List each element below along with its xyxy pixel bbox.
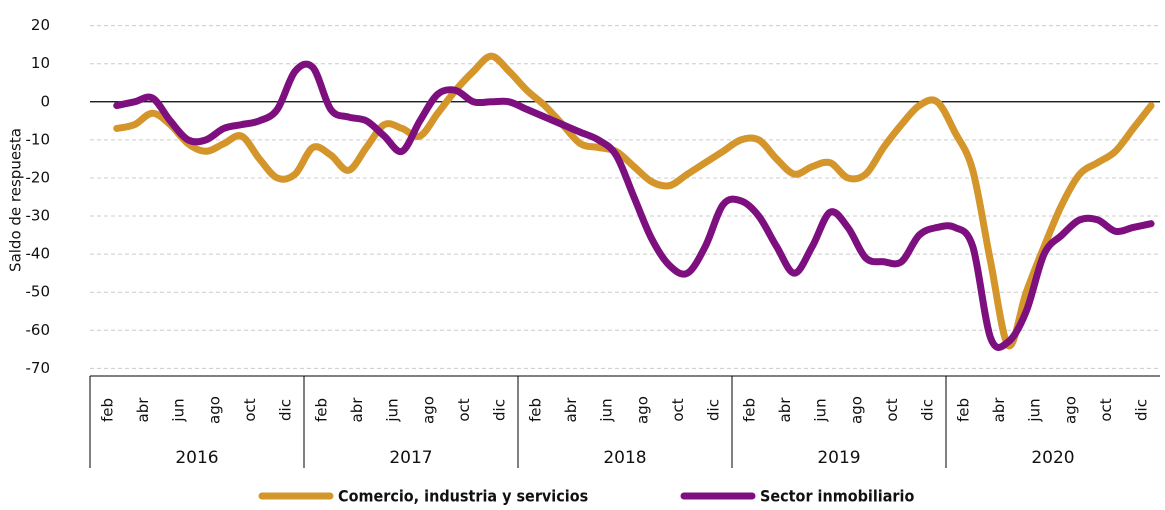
- x-tick-label: feb: [312, 398, 330, 422]
- x-tick-label: dic: [1133, 399, 1151, 421]
- x-tick-label: abr: [562, 397, 580, 423]
- x-tick-label: jun: [384, 398, 402, 422]
- x-tick-label: dic: [919, 399, 937, 421]
- x-tick-label: feb: [740, 398, 758, 422]
- x-tick-label: dic: [277, 399, 295, 421]
- legend-label: Comercio, industria y servicios: [338, 487, 588, 506]
- year-label: 2019: [817, 448, 860, 468]
- x-tick-label: oct: [1097, 398, 1115, 421]
- x-tick-label: feb: [526, 398, 544, 422]
- x-tick-label: jun: [170, 398, 188, 422]
- y-tick-label: 10: [31, 54, 50, 72]
- x-tick-label: ago: [633, 396, 651, 424]
- x-tick-label: jun: [1026, 398, 1044, 422]
- year-label: 2016: [175, 448, 218, 468]
- x-tick-label: oct: [241, 398, 259, 421]
- y-axis-label: Saldo de respuesta: [7, 128, 25, 272]
- year-label: 2020: [1031, 448, 1074, 468]
- data-line: [113, 52, 1155, 350]
- x-tick-label: ago: [419, 396, 437, 424]
- y-tick-label: -30: [26, 207, 51, 225]
- legend-label: Sector inmobiliario: [760, 487, 914, 506]
- x-tick-label: feb: [954, 398, 972, 422]
- y-tick-label: 0: [40, 92, 50, 110]
- y-tick-label: -10: [26, 130, 51, 148]
- y-tick-label: -40: [26, 245, 51, 263]
- x-tick-label: jun: [812, 398, 830, 422]
- x-tick-label: oct: [669, 398, 687, 421]
- x-tick-label: ago: [205, 396, 223, 424]
- x-tick-label: abr: [134, 397, 152, 423]
- x-tick-label: dic: [491, 399, 509, 421]
- x-tick-label: jun: [598, 398, 616, 422]
- x-tick-label: dic: [705, 399, 723, 421]
- y-tick-label: 20: [31, 16, 50, 34]
- x-tick-label: abr: [348, 397, 366, 423]
- data-line: [113, 60, 1155, 351]
- x-tick-label: feb: [98, 398, 116, 422]
- x-tick-label: oct: [455, 398, 473, 421]
- x-tick-label: ago: [847, 396, 865, 424]
- year-label: 2018: [603, 448, 646, 468]
- year-label: 2017: [389, 448, 432, 468]
- y-tick-label: -60: [26, 321, 51, 339]
- y-tick-label: -50: [26, 283, 51, 301]
- y-tick-label: -70: [26, 359, 51, 377]
- x-tick-label: abr: [776, 397, 794, 423]
- y-tick-label: -20: [26, 168, 51, 186]
- x-tick-label: oct: [883, 398, 901, 421]
- x-tick-label: ago: [1061, 396, 1079, 424]
- x-tick-label: abr: [990, 397, 1008, 423]
